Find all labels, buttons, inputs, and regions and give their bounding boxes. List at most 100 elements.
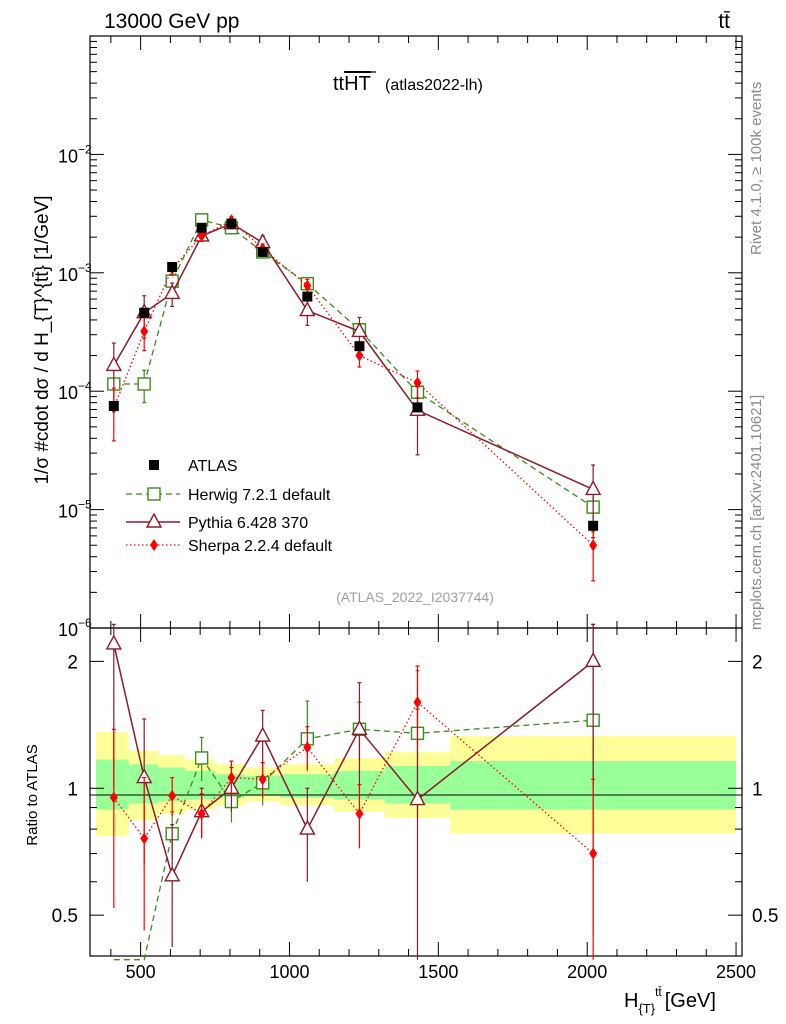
ratio-sherpa-point [589, 847, 598, 860]
main-sherpa-point [413, 376, 422, 389]
ratio-ticks [90, 628, 742, 957]
main-y-tick-label-base: 10 [58, 265, 78, 285]
main-sherpa-point [303, 279, 312, 292]
plot-title-overline: HT [344, 73, 371, 95]
ratio-y-tick-label-right-1: 1 [752, 779, 763, 800]
main-atlas-point [588, 520, 599, 531]
main-pythia-point [584, 479, 602, 496]
x-tick-label-0: 500 [126, 962, 156, 982]
main-atlas-point [257, 246, 268, 257]
ratio-y-tick-label-right-0: 0.5 [752, 906, 778, 927]
main-series-line [113, 220, 594, 546]
main-y-tick-label-base: 10 [58, 620, 78, 640]
legend-atlas-label: ATLAS [188, 458, 238, 475]
ratio-pythia-point [163, 866, 181, 882]
ratio-inner-band [95, 759, 129, 810]
main-y-tick-label-0: 10−6 [58, 616, 92, 640]
ratio-sherpa-point [140, 832, 149, 845]
main-series-atlas [108, 218, 599, 531]
ratio-pythia-point [254, 726, 271, 742]
x-axis-label: H{T}tt̄ [GeV] [624, 985, 716, 1016]
main-sherpa-point [589, 539, 598, 552]
mcplots-label: mcplots.cern.ch [arXiv:2401.10621] [748, 395, 765, 630]
main-series-1 [107, 213, 600, 533]
main-series-line [113, 222, 594, 491]
main-y-tick-label-exp: −3 [78, 261, 92, 275]
main-ticks [90, 36, 742, 629]
main-atlas-point [226, 218, 237, 229]
main-series-line [113, 219, 594, 508]
legend-pythia-marker [145, 512, 163, 528]
ratio-sherpa-point [227, 771, 236, 784]
main-y-tick-label-exp: −2 [78, 142, 92, 156]
ratio-x-tick-labels: 500 1000 1500 2000 2500 [126, 962, 756, 982]
ratio-frame [89, 627, 743, 957]
main-atlas-point [108, 400, 119, 411]
main-sherpa-point [140, 325, 149, 338]
ratio-sherpa-point [258, 773, 267, 786]
ratio-y-tick-label-left-2: 2 [67, 652, 78, 673]
main-sherpa-point [197, 229, 206, 242]
ratio-pythia-point [351, 719, 368, 736]
legend-sherpa-marker [150, 539, 158, 551]
main-y-tick-label-3: 10−3 [58, 261, 92, 285]
x-axis-label-sub: {T} [638, 1001, 655, 1016]
ratio-panel: 0.5 0.5 1 1 2 2 500 1000 1500 2000 2500 Ratio to … [24, 623, 779, 1016]
legend-entry-sherpa: Sherpa 2.2.4 default [126, 538, 333, 555]
main-atlas-point [302, 291, 313, 302]
main-y-tick-label-base: 10 [58, 146, 78, 166]
ratio-sherpa-point [197, 807, 206, 820]
x-axis-label-sup: tt̄ [655, 985, 662, 999]
x-tick-label-3: 2000 [567, 962, 607, 982]
ratio-series-line [113, 643, 594, 878]
main-y-axis-label: 1/σ #cdot dσ / d H_{T}^{tt̄} [1/GeV] [32, 195, 53, 484]
main-atlas-point [167, 261, 178, 272]
main-series-2 [105, 214, 602, 539]
analysis-watermark: (ATLAS_2022_I2037744) [336, 589, 494, 605]
main-pythia-point [299, 301, 316, 317]
ratio-y-axis-label: Ratio to ATLAS [24, 744, 41, 845]
main-y-tick-label-base: 10 [58, 502, 78, 522]
main-atlas-point [354, 341, 365, 352]
ratio-herwig-point [194, 751, 209, 765]
x-tick-label-2: 1500 [418, 962, 458, 982]
main-y-tick-label-base: 10 [58, 383, 78, 403]
main-atlas-point [412, 402, 423, 413]
legend-entry-herwig: Herwig 7.2.1 default [126, 487, 331, 504]
ratio-series-line [113, 719, 594, 961]
legend-entry-pythia: Pythia 6.428 370 [126, 512, 308, 532]
main-y-tick-label-exp: −5 [78, 498, 92, 512]
ratio-pythia-point [584, 651, 602, 668]
ratio-sherpa-point [303, 741, 312, 754]
main-y-tick-label-4: 10−2 [58, 142, 92, 166]
ratio-series-line [113, 701, 594, 855]
main-y-tick-labels: 10−610−510−410−310−2 [58, 142, 92, 640]
ratio-y-tick-label-right-2: 2 [752, 652, 763, 673]
plot-title-main: tt [333, 73, 345, 95]
main-atlas-point [196, 222, 207, 233]
ratio-y-tick-label-left-0: 0.5 [52, 906, 78, 927]
main-sherpa-point [355, 349, 364, 362]
ratio-series-2 [109, 665, 598, 960]
legend: ATLAS Herwig 7.2.1 default Pythia 6.428 … [126, 458, 333, 555]
x-axis-label-unit: [GeV] [665, 990, 716, 1012]
ratio-pythia-point [105, 634, 122, 650]
legend-sherpa-label: Sherpa 2.2.4 default [188, 538, 333, 555]
ratio-sherpa-point [168, 789, 177, 802]
legend-atlas-marker [149, 460, 159, 470]
ratio-y-tick-labels: 0.5 0.5 1 1 2 2 [52, 652, 779, 927]
main-pythia-point [351, 321, 368, 338]
plot-title: ttHT [333, 73, 371, 95]
x-tick-label-1: 1000 [269, 962, 309, 982]
header-right: tt̄ [718, 10, 730, 33]
rivet-label: Rivet 4.1.0, ≥ 100k events [748, 82, 765, 255]
ratio-sherpa-point [355, 807, 364, 820]
legend-herwig-marker [147, 487, 161, 501]
legend-pythia-label: Pythia 6.428 370 [188, 515, 308, 532]
header-left: 13000 GeV pp [104, 10, 239, 33]
plot-title-suffix: (atlas2022-lh) [385, 77, 483, 94]
ratio-y-tick-label-left-1: 1 [67, 779, 78, 800]
ratio-pythia-point [409, 790, 426, 806]
x-axis-label-base: H [624, 990, 638, 1012]
